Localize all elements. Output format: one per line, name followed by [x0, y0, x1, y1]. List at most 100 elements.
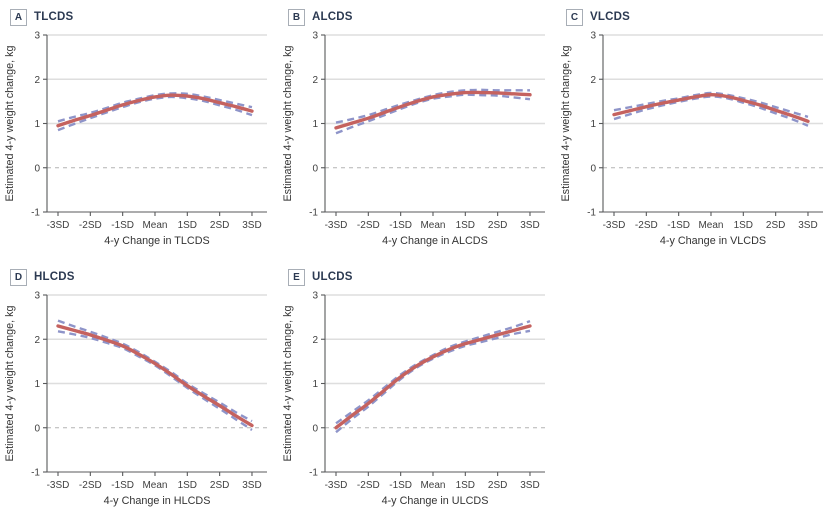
- gridlines: [325, 294, 545, 385]
- chart-ulcds: 3 2 1 0 -1 -3SD -2SD -1SD Mean 1SD 2SD 3SD 4-y Chang…: [282, 291, 545, 507]
- panel-letter-badge: D: [10, 268, 27, 286]
- y-axis-title: Estimated 4-y weight change, kg: [282, 305, 294, 461]
- estimate-line: [334, 324, 532, 430]
- y-tick-label: -1: [587, 208, 596, 219]
- x-tick-label: 2SD: [210, 480, 229, 491]
- y-tick-label: 0: [312, 423, 318, 434]
- x-tick-label: -1SD: [111, 480, 134, 491]
- y-tick-label: 3: [34, 31, 40, 42]
- x-tick-label: -1SD: [389, 480, 412, 491]
- x-axis-title: 4-y Change in HLCDS: [104, 495, 211, 507]
- panel-hlcds: D HLCDS 3 2 1 0 -1 -3SD -2SD -1SD Mean 1SD 2SD 3SD 4…: [0, 260, 278, 514]
- y-tick-label: 3: [34, 291, 40, 302]
- y-tick-label: 1: [312, 379, 318, 390]
- chart-alcds: 3 2 1 0 -1 -3SD -2SD -1SD Mean 1SD 2SD 3SD 4-y Chang…: [282, 31, 545, 247]
- x-axis-title: 4-y Change in TLCDS: [104, 235, 209, 247]
- x-tick-label: Mean: [142, 220, 167, 231]
- axes: [599, 34, 823, 216]
- x-tick-label: -3SD: [47, 480, 70, 491]
- y-axis-title: Estimated 4-y weight change, kg: [560, 45, 572, 201]
- panel-tlcds: A TLCDS 3 2 1 0 -1 -3SD -2SD -1SD Mean 1SD 2SD 3SD 4…: [0, 0, 278, 260]
- panel-header: A TLCDS: [0, 0, 278, 28]
- x-tick-label: Mean: [698, 220, 723, 231]
- axes: [321, 34, 545, 216]
- chart-tlcds: 3 2 1 0 -1 -3SD -2SD -1SD Mean 1SD 2SD 3SD 4-y Chang…: [4, 31, 267, 247]
- panel-vlcds: C VLCDS 3 2 1 0 -1 -3SD -2SD -1SD Mean 1SD 2SD 3SD 4…: [556, 0, 831, 260]
- axes: [321, 294, 545, 476]
- y-tick-label: 1: [34, 379, 40, 390]
- x-tick-label: 2SD: [766, 220, 785, 231]
- y-tick-label: 0: [312, 163, 318, 174]
- x-tick-label: -2SD: [79, 220, 102, 231]
- gridlines: [47, 34, 267, 125]
- y-tick-label: 1: [590, 119, 596, 130]
- x-tick-label: 2SD: [488, 480, 507, 491]
- y-axis-title: Estimated 4-y weight change, kg: [4, 305, 16, 461]
- panel-empty: [556, 260, 831, 514]
- y-tick-label: 0: [34, 423, 40, 434]
- ci-lower-line: [57, 330, 253, 431]
- y-tick-label: -1: [309, 468, 318, 479]
- panel-header: D HLCDS: [0, 260, 278, 288]
- ci-lower-line: [335, 93, 531, 135]
- y-tick-label: 0: [590, 163, 596, 174]
- axes: [43, 294, 267, 476]
- y-tick-label: 3: [312, 31, 318, 42]
- estimate-line: [56, 93, 254, 128]
- panel-title: HLCDS: [34, 271, 75, 283]
- estimate-line: [612, 93, 810, 123]
- y-tick-label: -1: [31, 208, 40, 219]
- gridlines: [47, 294, 267, 385]
- y-tick-label: 1: [34, 119, 40, 130]
- chart-vlcds: 3 2 1 0 -1 -3SD -2SD -1SD Mean 1SD 2SD 3SD 4-y Chang…: [560, 31, 823, 247]
- x-tick-label: 3SD: [520, 480, 539, 491]
- panel-header: E ULCDS: [278, 260, 556, 288]
- panel-header: B ALCDS: [278, 0, 556, 28]
- ci-upper-line: [335, 88, 530, 124]
- ci-lower-line: [335, 329, 531, 434]
- x-axis-title: 4-y Change in ALCDS: [382, 235, 488, 247]
- panel-letter-badge: B: [288, 8, 305, 26]
- x-tick-label: -1SD: [389, 220, 412, 231]
- x-tick-label: -2SD: [357, 480, 380, 491]
- y-tick-label: -1: [309, 208, 318, 219]
- x-tick-label: -2SD: [79, 480, 102, 491]
- ci-upper-line: [613, 91, 809, 119]
- x-tick-label: 1SD: [456, 480, 475, 491]
- y-axis-title: Estimated 4-y weight change, kg: [4, 45, 16, 201]
- panel-title: ULCDS: [312, 271, 353, 283]
- x-tick-label: 1SD: [178, 480, 197, 491]
- x-axis-title: 4-y Change in ULCDS: [382, 495, 489, 507]
- y-tick-label: 2: [34, 75, 40, 86]
- estimate-line: [56, 324, 254, 428]
- y-tick-label: 2: [312, 335, 318, 346]
- ci-upper-line: [57, 92, 253, 123]
- panel-alcds: B ALCDS 3 2 1 0 -1 -3SD -2SD -1SD Mean 1SD 2SD 3SD 4…: [278, 0, 556, 260]
- gridlines: [325, 34, 545, 125]
- x-tick-label: 3SD: [242, 480, 261, 491]
- y-tick-label: 2: [34, 335, 40, 346]
- chart-hlcds: 3 2 1 0 -1 -3SD -2SD -1SD Mean 1SD 2SD 3SD 4-y Chang…: [4, 291, 267, 507]
- x-tick-label: 3SD: [520, 220, 539, 231]
- panel-title: TLCDS: [34, 11, 74, 23]
- x-tick-label: -3SD: [603, 220, 626, 231]
- x-tick-label: -2SD: [635, 220, 658, 231]
- ci-lower-line: [57, 95, 253, 132]
- y-tick-label: 1: [312, 119, 318, 130]
- x-tick-label: 1SD: [734, 220, 753, 231]
- x-tick-label: 2SD: [210, 220, 229, 231]
- y-tick-label: 2: [312, 75, 318, 86]
- y-tick-label: 2: [590, 75, 596, 86]
- axes: [43, 34, 267, 216]
- x-tick-label: 1SD: [178, 220, 197, 231]
- panel-title: ALCDS: [312, 11, 353, 23]
- x-tick-label: -1SD: [111, 220, 134, 231]
- x-tick-label: -3SD: [325, 480, 348, 491]
- x-tick-label: Mean: [142, 480, 167, 491]
- ci-lower-line: [613, 95, 809, 127]
- y-tick-label: 3: [590, 31, 596, 42]
- x-tick-label: 1SD: [456, 220, 475, 231]
- y-tick-label: 3: [312, 291, 318, 302]
